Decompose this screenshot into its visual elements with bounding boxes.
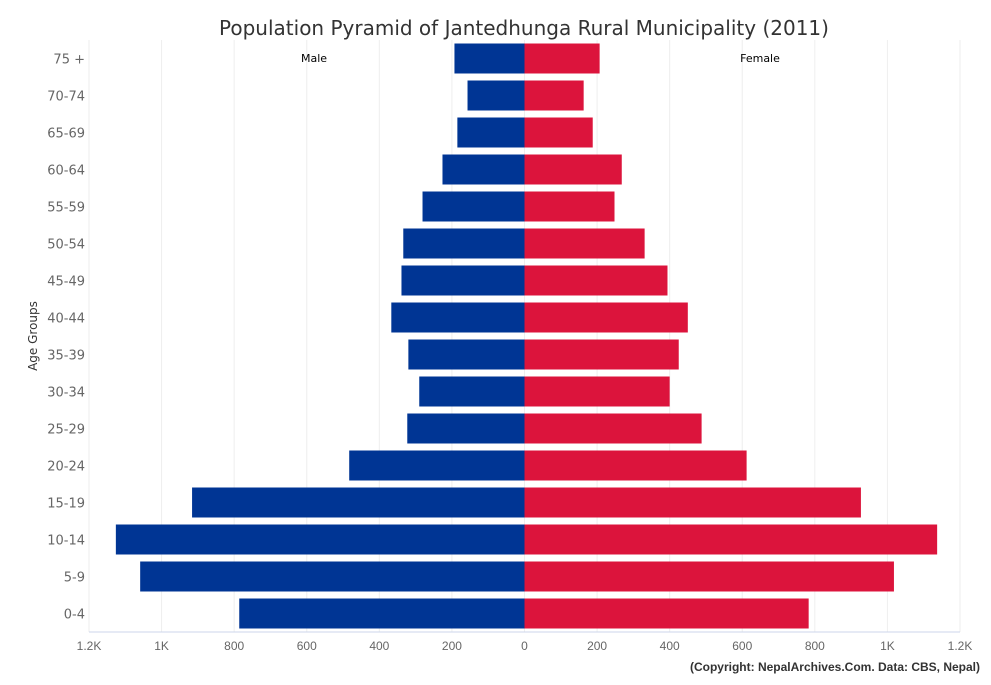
bar-male[interactable] (457, 117, 525, 148)
age-group-label: 5-9 (64, 571, 85, 586)
age-group-label: 55-59 (47, 201, 85, 216)
x-tick-label: 1K (880, 639, 895, 653)
age-group-label: 30-34 (47, 386, 85, 401)
bar-male[interactable] (403, 228, 525, 259)
x-tick-label: 0 (521, 639, 528, 653)
age-group-label: 65-69 (47, 127, 85, 142)
x-tick-label: 1.2K (77, 639, 102, 653)
x-tick-label: 800 (805, 639, 825, 653)
age-group-label: 50-54 (47, 238, 85, 253)
x-tick-label: 400 (369, 639, 389, 653)
bar-male[interactable] (408, 339, 525, 370)
x-tick-label: 200 (587, 639, 607, 653)
bar-female[interactable] (524, 265, 668, 296)
series-label-male: Male (301, 52, 327, 65)
age-group-label: 25-29 (47, 423, 85, 438)
age-group-label: 75 + (53, 53, 85, 68)
bar-male[interactable] (407, 413, 525, 444)
age-group-label: 70-74 (47, 90, 85, 105)
age-group-label: 15-19 (47, 497, 85, 512)
x-tick-label: 800 (224, 639, 244, 653)
age-group-label: 10-14 (47, 534, 85, 549)
bar-male[interactable] (442, 154, 525, 185)
bar-male[interactable] (454, 43, 525, 74)
bar-male[interactable] (140, 561, 525, 592)
bar-male[interactable] (401, 265, 525, 296)
bar-female[interactable] (524, 302, 688, 333)
age-group-label: 20-24 (47, 460, 85, 475)
bar-male[interactable] (467, 80, 525, 111)
age-group-label: 60-64 (47, 164, 85, 179)
bar-female[interactable] (524, 524, 938, 555)
bar-female[interactable] (524, 154, 622, 185)
x-tick-label: 600 (732, 639, 752, 653)
copyright-credit: (Copyright: NepalArchives.Com. Data: CBS… (690, 660, 980, 674)
chart-title: Population Pyramid of Jantedhunga Rural … (219, 16, 829, 40)
bar-male[interactable] (192, 487, 525, 518)
bar-female[interactable] (524, 487, 861, 518)
bar-female[interactable] (524, 43, 600, 74)
x-tick-label: 200 (442, 639, 462, 653)
x-tick-label: 1K (154, 639, 169, 653)
age-group-label: 0-4 (64, 608, 85, 623)
bar-female[interactable] (524, 413, 702, 444)
age-group-label: 35-39 (47, 349, 85, 364)
series-label-female: Female (740, 52, 780, 65)
bar-male[interactable] (422, 191, 525, 222)
bar-female[interactable] (524, 450, 747, 481)
x-tick-label: 600 (297, 639, 317, 653)
bar-male[interactable] (115, 524, 525, 555)
age-group-label: 45-49 (47, 275, 85, 290)
age-group-label: 40-44 (47, 312, 85, 327)
bar-male[interactable] (419, 376, 525, 407)
bar-male[interactable] (391, 302, 525, 333)
bar-female[interactable] (524, 561, 894, 592)
bar-female[interactable] (524, 598, 809, 629)
bar-female[interactable] (524, 191, 615, 222)
bar-male[interactable] (349, 450, 525, 481)
x-tick-label: 400 (660, 639, 680, 653)
bar-female[interactable] (524, 117, 593, 148)
bar-female[interactable] (524, 228, 645, 259)
y-axis-label: Age Groups (26, 301, 40, 371)
bar-female[interactable] (524, 376, 670, 407)
bar-male[interactable] (239, 598, 525, 629)
bar-female[interactable] (524, 339, 679, 370)
x-tick-label: 1.2K (948, 639, 973, 653)
bar-female[interactable] (524, 80, 584, 111)
